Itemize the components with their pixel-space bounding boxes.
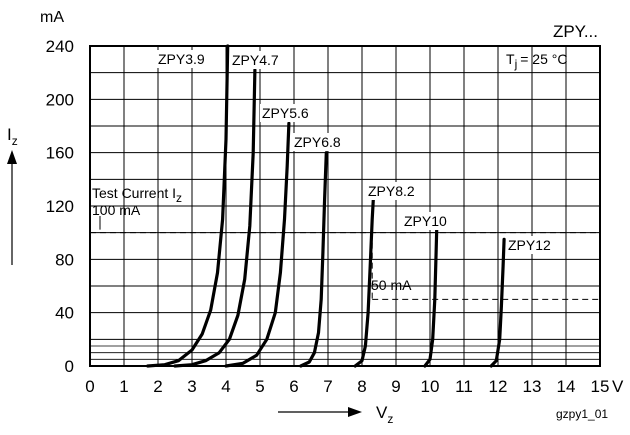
y-tick-label: 240 <box>46 37 74 56</box>
low-current-label: 50 mA <box>371 277 412 293</box>
x-axis-symbol: V <box>376 403 388 422</box>
condition-value: = 25 °C <box>520 51 567 67</box>
x-tick-label: 9 <box>391 377 400 396</box>
curve-label-bg <box>366 182 420 200</box>
figure-id: gzpy1_01 <box>556 407 608 421</box>
curve-label-bg <box>506 236 552 254</box>
curve-label-bg <box>156 50 210 68</box>
curve-label: ZPY10 <box>404 213 447 229</box>
x-tick-label: 11 <box>455 377 473 396</box>
x-tick-label: 10 <box>421 377 440 396</box>
curve-zpy8-2 <box>353 187 376 368</box>
x-tick-label: 5 <box>255 377 264 396</box>
curve-label: ZPY6.8 <box>294 134 341 150</box>
test-current-label: Test Current Iz <box>92 185 182 205</box>
y-tick-label: 160 <box>46 144 74 163</box>
x-tick-label: 15 <box>591 377 610 396</box>
test-current-value-label: 100 mA <box>92 202 141 218</box>
curve-label-bg <box>402 212 448 230</box>
x-tick-label: 2 <box>153 377 162 396</box>
x-axis-label: Vz <box>376 403 393 426</box>
curve-label-bg <box>292 133 346 151</box>
x-axis-subscript: z <box>387 412 393 426</box>
y-tick-label: 0 <box>65 357 74 376</box>
x-tick-label: 0 <box>85 377 94 396</box>
x-tick-label: 6 <box>289 377 298 396</box>
plot-frame <box>89 45 601 367</box>
curve-zpy3-9 <box>146 44 230 368</box>
x-axis-arrow-head <box>348 407 362 417</box>
condition-subscript: j <box>514 57 518 71</box>
y-axis-symbol: I <box>7 125 12 144</box>
y-axis-arrow-head <box>7 150 17 164</box>
grid <box>89 45 601 367</box>
curve-label: ZPY5.6 <box>262 105 309 121</box>
y-tick-label: 40 <box>55 304 74 323</box>
y-tick-label: 200 <box>46 90 74 109</box>
curve-zpy5-6 <box>224 121 291 368</box>
x-tick-label: 1 <box>119 377 128 396</box>
curve-zpy4-7 <box>173 68 257 368</box>
x-tick-label: 7 <box>323 377 332 396</box>
curves <box>146 44 506 368</box>
chart-title: ZPY... <box>553 22 598 41</box>
x-tick-label: 13 <box>523 377 542 396</box>
y-axis-subscript: z <box>12 134 18 148</box>
test-current-subscript: z <box>176 191 182 205</box>
x-tick-label: 14 <box>557 377 576 396</box>
curve-label: ZPY4.7 <box>232 52 279 68</box>
curve-zpy6-8 <box>299 151 328 368</box>
curve-label-bg <box>260 104 314 122</box>
curve-label: ZPY8.2 <box>368 183 415 199</box>
curve-zpy10 <box>423 224 439 368</box>
condition-symbol: T <box>506 51 515 67</box>
test-current-text: Test Current I <box>92 185 176 201</box>
x-tick-label: 12 <box>489 377 508 396</box>
curve-labels: ZPY3.9 ZPY4.7 ZPY5.6 ZPY6.8 ZPY8.2 ZPY10 ZPY12 <box>156 50 552 254</box>
curve-label-bg <box>230 51 284 69</box>
curve-label: ZPY12 <box>508 237 551 253</box>
y-axis-label: Iz <box>7 125 18 148</box>
condition-label: Tj = 25 °C <box>506 51 567 71</box>
x-unit-label: V <box>612 377 624 396</box>
x-tick-label: 3 <box>187 377 196 396</box>
y-tick-label: 80 <box>55 250 74 269</box>
x-tick-label: 8 <box>357 377 366 396</box>
curve-label: ZPY3.9 <box>158 51 205 67</box>
curve-zpy12 <box>489 237 506 368</box>
y-tick-label: 120 <box>46 197 74 216</box>
y-unit-label: mA <box>40 9 64 26</box>
reference-lines <box>90 216 600 300</box>
x-tick-label: 4 <box>221 377 230 396</box>
